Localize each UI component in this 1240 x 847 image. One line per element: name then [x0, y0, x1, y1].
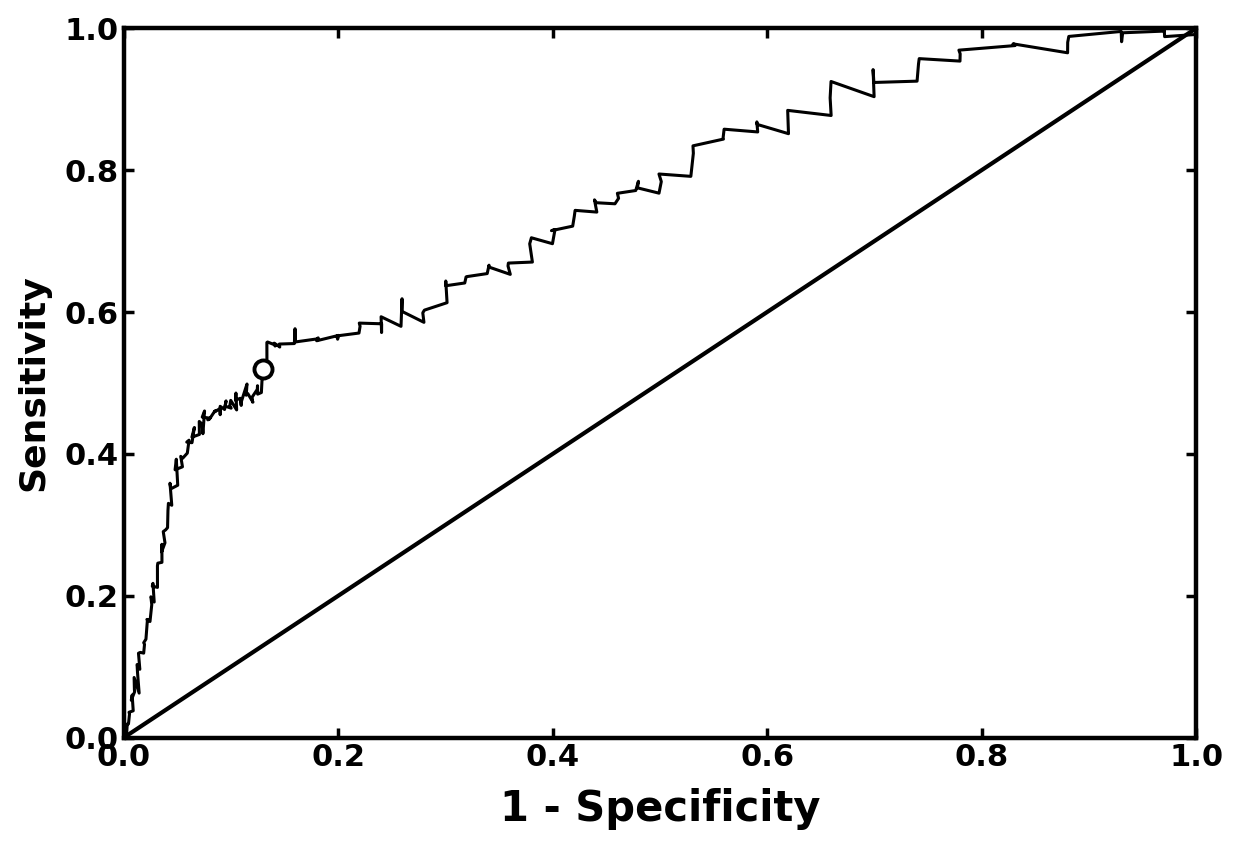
Y-axis label: Sensitivity: Sensitivity — [16, 274, 51, 491]
X-axis label: 1 - Specificity: 1 - Specificity — [500, 789, 820, 830]
